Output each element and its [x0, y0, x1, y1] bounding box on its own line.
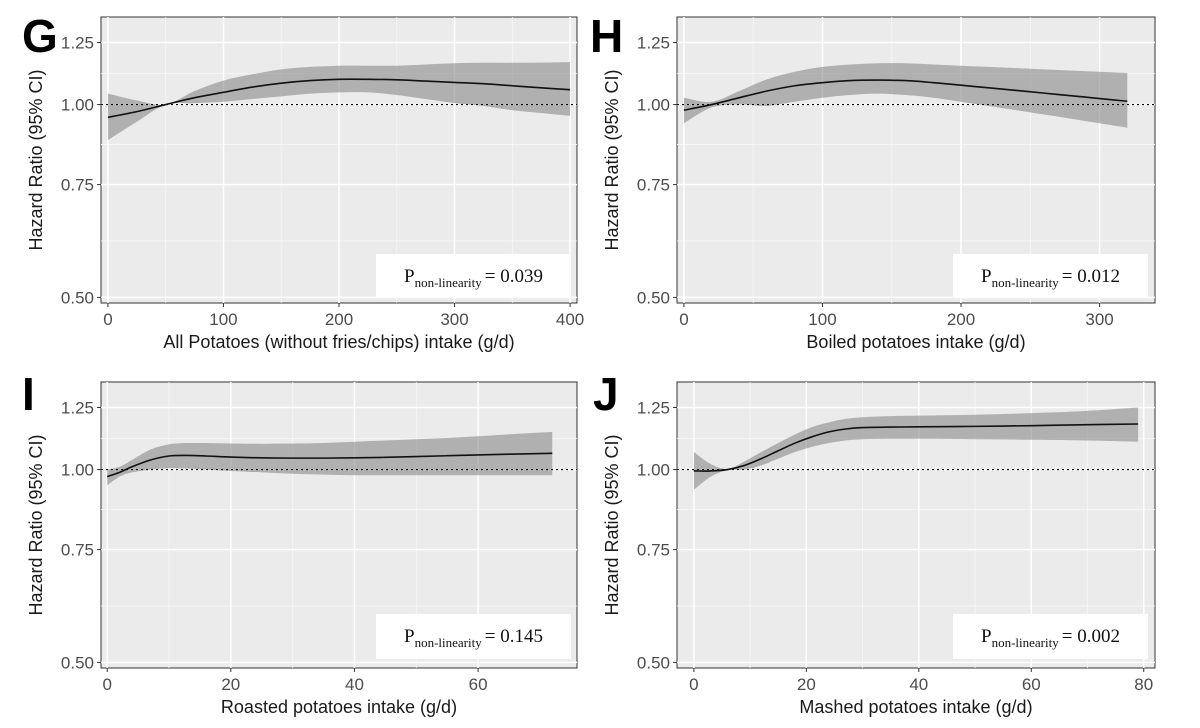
panel-h-y-tick-label: 1.00 — [637, 96, 670, 115]
panel-i-y-tick-label: 0.50 — [61, 653, 94, 672]
panel-i-y-tick-label: 1.00 — [61, 461, 94, 480]
panel-g-x-tick-label: 100 — [209, 310, 237, 329]
panel-j-x-tick-label: 20 — [797, 675, 816, 694]
panel-i-x-tick-label: 20 — [221, 675, 240, 694]
panel-g-y-tick-label: 1.25 — [61, 33, 94, 52]
panel-g-y-axis-title: Hazard Ratio (95% CI) — [26, 69, 46, 250]
panel-h-y-tick-label: 1.25 — [637, 33, 670, 52]
panel-h-x-tick-label: 200 — [947, 310, 975, 329]
panel-i-y-tick-label: 1.25 — [61, 398, 94, 417]
panel-j-y-tick-label: 1.00 — [637, 461, 670, 480]
panel-i-x-tick-label: 40 — [345, 675, 364, 694]
panel-g-letter: G — [22, 10, 58, 62]
panel-h: 0 100 200 300 0.50 0.75 1.00 1.25 Pnon-linearity… — [590, 10, 1156, 352]
panel-j-p-value-label: Pnon-linearity = 0.002 — [981, 626, 1120, 650]
panel-g-p-value-box — [376, 254, 571, 297]
panel-j-y-tick-label: 0.75 — [637, 541, 670, 560]
panel-i-x-tick-label: 60 — [469, 675, 488, 694]
panel-h-hazard-ratio-line — [683, 79, 1128, 111]
panel-j-x-tick-label: 60 — [1022, 675, 1041, 694]
panel-g-x-tick-label: 0 — [103, 310, 112, 329]
panel-h-x-axis-title: Boiled potatoes intake (g/d) — [806, 332, 1025, 352]
panel-i-x-axis-title: Roasted potatoes intake (g/d) — [221, 697, 457, 717]
panel-h-p-value-box — [953, 254, 1148, 297]
panel-g: 0 100 200 300 400 0.50 0.75 1.00 1.25 Pnon-linear… — [22, 10, 584, 352]
panel-g-hazard-ratio-line — [107, 78, 571, 119]
panel-g-y-tick-label: 0.50 — [61, 288, 94, 307]
panel-h-y-tick-label: 0.75 — [637, 176, 670, 195]
panel-j-x-tick-label: 80 — [1134, 675, 1153, 694]
panel-h-letter: H — [590, 10, 623, 62]
panel-h-y-axis-title: Hazard Ratio (95% CI) — [602, 69, 622, 250]
panel-j-hazard-ratio-line — [693, 423, 1139, 472]
panel-h-confidence-band — [683, 63, 1128, 128]
panel-i-y-tick-label: 0.75 — [61, 541, 94, 560]
panel-g-x-axis-title: All Potatoes (without fries/chips) intak… — [163, 332, 514, 352]
panel-j-y-axis-title: Hazard Ratio (95% CI) — [602, 434, 622, 615]
panel-j-x-tick-label: 40 — [909, 675, 928, 694]
panel-j: 0 20 40 60 80 0.50 0.75 1.00 1.25 Pnon-linearity =… — [593, 368, 1156, 717]
panel-j-p-value-box — [953, 614, 1148, 659]
panel-h-x-tick-label: 100 — [808, 310, 836, 329]
panel-g-x-tick-label: 400 — [556, 310, 584, 329]
panel-i-hazard-ratio-line — [106, 452, 553, 478]
panel-h-p-value-label: Pnon-linearity = 0.012 — [981, 266, 1120, 290]
panel-g-x-tick-label: 300 — [440, 310, 468, 329]
panel-i-x-tick-label: 0 — [102, 675, 111, 694]
panel-h-y-tick-label: 0.50 — [637, 288, 670, 307]
panel-j-x-axis-title: Mashed potatoes intake (g/d) — [799, 697, 1032, 717]
panel-g-y-tick-label: 1.00 — [61, 96, 94, 115]
panel-i-y-axis-title: Hazard Ratio (95% CI) — [26, 434, 46, 615]
panel-j-y-tick-label: 0.50 — [637, 653, 670, 672]
panel-g-y-tick-label: 0.75 — [61, 176, 94, 195]
panel-g-p-value-label: Pnon-linearity = 0.039 — [404, 266, 543, 290]
panel-i: 0 20 40 60 0.50 0.75 1.00 1.25 Pnon-linearity = 0… — [22, 368, 578, 717]
panel-j-confidence-band — [693, 407, 1139, 490]
panel-j-letter: J — [593, 368, 619, 420]
panel-i-p-value-box — [376, 614, 571, 659]
panel-j-x-tick-label: 0 — [689, 675, 698, 694]
panel-i-letter: I — [22, 368, 35, 420]
panel-g-x-tick-label: 200 — [325, 310, 353, 329]
panel-h-x-tick-label: 0 — [679, 310, 688, 329]
panel-i-p-value-label: Pnon-linearity = 0.145 — [404, 626, 543, 650]
panel-j-y-tick-label: 1.25 — [637, 398, 670, 417]
panel-h-x-tick-label: 300 — [1085, 310, 1113, 329]
